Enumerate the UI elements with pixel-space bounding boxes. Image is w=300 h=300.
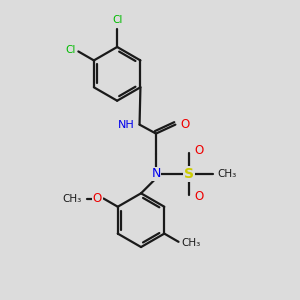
Text: O: O	[181, 118, 190, 130]
Text: CH₃: CH₃	[217, 169, 236, 179]
Text: N: N	[151, 167, 161, 180]
Text: NH: NH	[117, 120, 134, 130]
Text: O: O	[93, 192, 102, 205]
Text: CH₃: CH₃	[182, 238, 201, 248]
Text: O: O	[194, 144, 203, 158]
Text: Cl: Cl	[65, 45, 75, 55]
Text: O: O	[194, 190, 203, 203]
Text: CH₃: CH₃	[62, 194, 81, 203]
Text: Cl: Cl	[112, 16, 122, 26]
Text: S: S	[184, 167, 194, 181]
